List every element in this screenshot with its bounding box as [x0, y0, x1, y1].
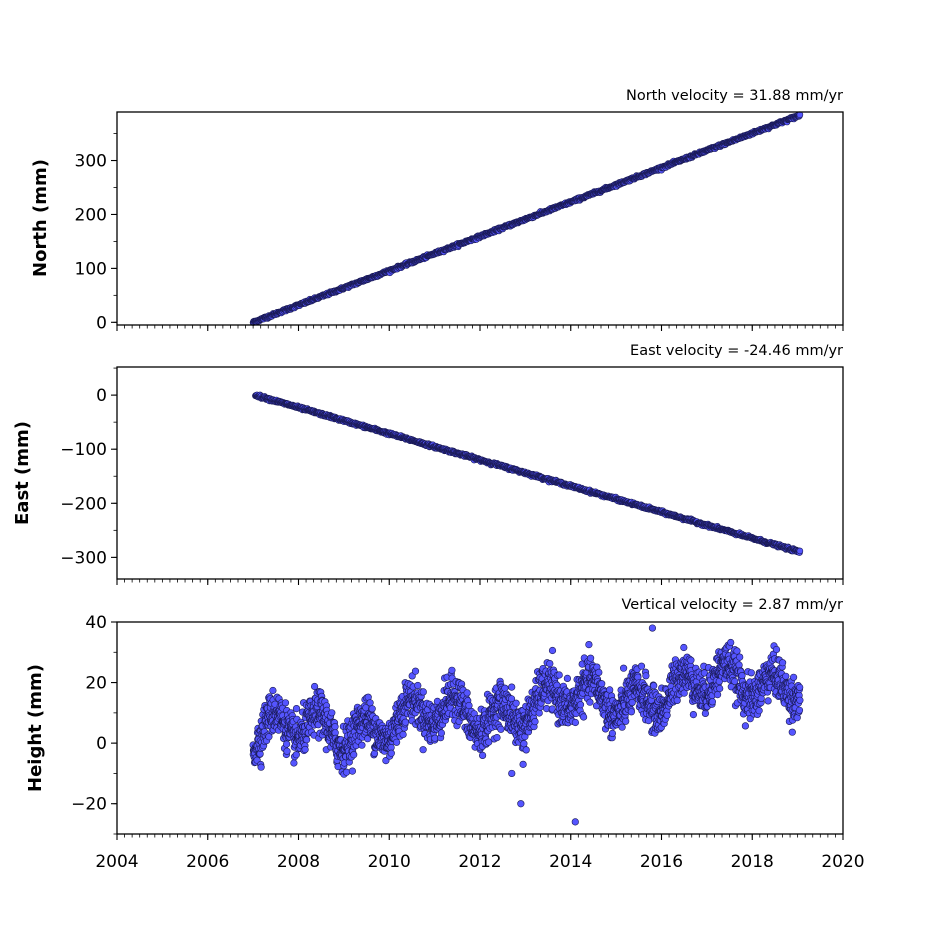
- east-panel: East velocity = -24.46 mm/yr East (mm) 0…: [12, 343, 844, 585]
- height-data-point: [548, 646, 557, 655]
- east-y-axis-label: East (mm): [12, 421, 33, 525]
- height-data-point: [342, 768, 351, 776]
- height-data-point: [650, 682, 658, 690]
- east-points: [252, 391, 804, 556]
- north-x-ticks: [116, 325, 844, 331]
- height-data-point: [585, 640, 593, 649]
- height-data-point: [627, 708, 636, 716]
- height-data-point: [328, 709, 336, 717]
- height-data-point: [579, 713, 588, 721]
- height-data-point: [571, 718, 580, 727]
- north-y-axis-label: North (mm): [30, 159, 51, 277]
- height-data-point: [257, 763, 265, 771]
- east-y-tick-label: −200: [60, 494, 107, 514]
- height-data-point: [283, 740, 291, 748]
- height-data-point: [637, 662, 646, 670]
- height-data-point: [512, 699, 520, 707]
- height-data-point: [411, 667, 420, 675]
- height-data-point: [595, 668, 603, 677]
- east-y-tick-label: 0: [96, 386, 107, 406]
- height-data-point: [501, 684, 509, 692]
- height-data-point: [401, 718, 410, 726]
- height-data-point: [531, 717, 539, 726]
- height-data-point: [508, 683, 516, 691]
- height-data-point: [311, 682, 319, 691]
- height-data-point: [269, 686, 277, 695]
- height-data-point: [606, 686, 614, 694]
- height-data-point: [546, 659, 554, 668]
- north-y-tick-label: 300: [75, 152, 107, 172]
- height-panel-title: Vertical velocity = 2.87 mm/yr: [622, 597, 844, 613]
- height-data-point: [348, 767, 357, 775]
- height-data-point: [301, 745, 309, 754]
- height-data-point: [555, 671, 563, 679]
- height-data-point: [448, 666, 456, 674]
- north-points: [249, 111, 804, 326]
- north-y-tick-label: 0: [96, 313, 107, 333]
- height-data-point: [479, 751, 487, 760]
- height-data-point: [618, 723, 626, 731]
- height-data-point: [644, 716, 653, 725]
- north-y-tick-label: 200: [75, 205, 107, 225]
- height-points: [249, 624, 804, 826]
- height-data-point: [608, 729, 617, 738]
- height-data-point: [598, 680, 606, 688]
- height-data-point: [399, 730, 407, 739]
- height-data-point: [419, 746, 427, 754]
- height-data-point: [535, 709, 543, 717]
- height-data-point: [586, 654, 595, 662]
- height-data-point: [368, 705, 376, 713]
- height-data-point: [628, 698, 636, 707]
- height-data-point: [419, 688, 427, 696]
- height-y-axis-label: Height (mm): [25, 664, 46, 792]
- height-data-point: [281, 699, 290, 707]
- height-data-point: [520, 740, 528, 748]
- height-data-point: [303, 736, 311, 744]
- east-y-tick-label: −100: [60, 440, 107, 460]
- east-plot-frame: [116, 366, 844, 580]
- height-data-point: [586, 698, 594, 706]
- north-panel: North velocity = 31.88 mm/yr North (mm) …: [30, 88, 844, 333]
- height-data-point: [350, 751, 358, 759]
- east-x-ticks: [116, 579, 844, 585]
- height-data-point: [366, 699, 374, 707]
- east-panel-title: East velocity = -24.46 mm/yr: [630, 343, 843, 359]
- height-data-point: [622, 717, 630, 725]
- north-y-tick-label: 100: [75, 259, 107, 279]
- height-data-point: [576, 701, 585, 709]
- height-data-point: [493, 733, 501, 742]
- height-data-point: [642, 672, 650, 680]
- east-data-point: [796, 547, 804, 555]
- height-data-point: [522, 746, 530, 754]
- height-data-point: [465, 701, 473, 710]
- height-data-point: [463, 689, 471, 697]
- height-data-point: [437, 729, 446, 737]
- east-y-tick-label: −300: [60, 548, 107, 568]
- north-y-ticks: 0 100 200 300: [75, 133, 117, 333]
- height-data-point: [290, 759, 298, 767]
- height-data-point: [414, 681, 422, 690]
- height-data-point: [292, 704, 301, 713]
- height-data-point: [393, 738, 401, 746]
- north-panel-title: North velocity = 31.88 mm/yr: [626, 88, 843, 104]
- height-data-point: [283, 747, 291, 755]
- height-data-point: [387, 749, 395, 757]
- height-data-point: [358, 741, 366, 749]
- height-data-point: [563, 674, 572, 683]
- height-data-point: [619, 664, 628, 672]
- height-panel: Vertical velocity = 2.87 mm/yr Height (m…: [25, 597, 865, 872]
- height-data-point: [331, 723, 339, 731]
- height-data-point: [497, 725, 505, 733]
- east-y-ticks: 0 −100 −200 −300: [60, 367, 117, 568]
